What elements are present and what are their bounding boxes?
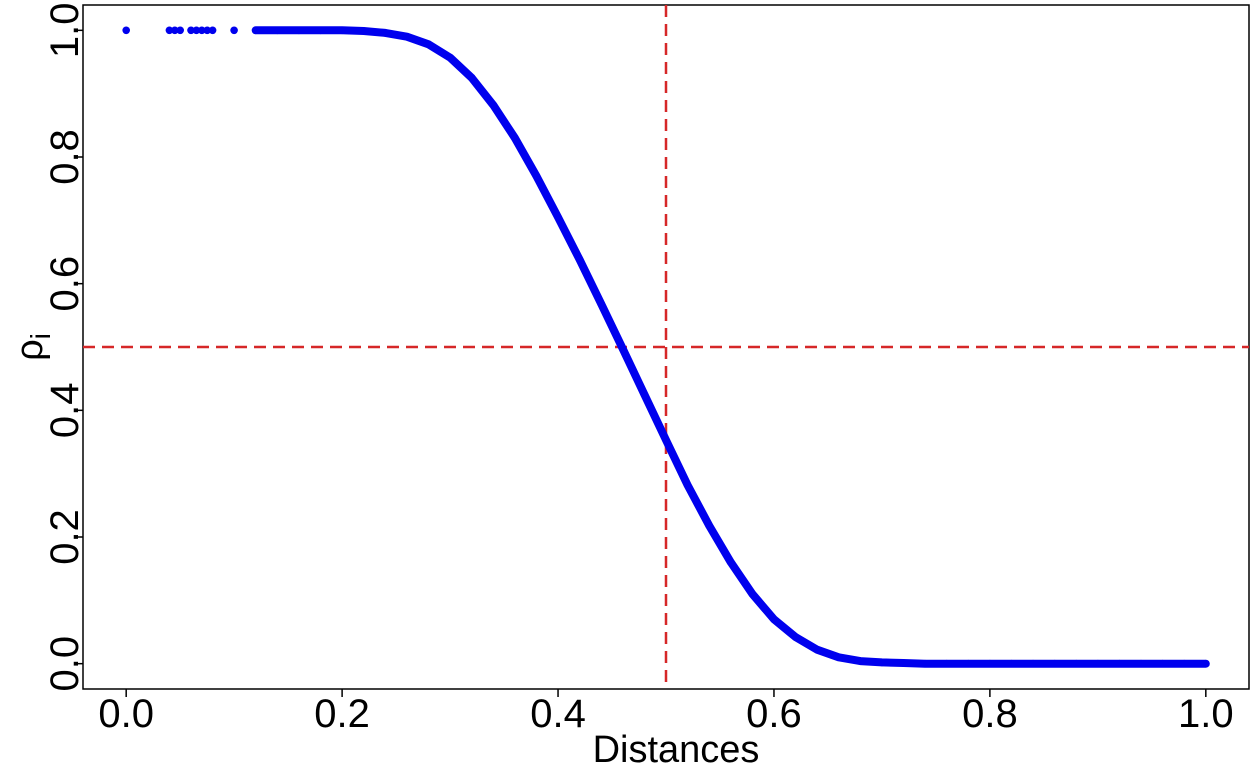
x-tick-label: 0.4 [530,692,586,736]
data-point [921,659,929,668]
y-tick-label: 0.8 [43,129,87,185]
data-point [122,26,130,35]
data-point [171,26,179,35]
data-point [834,653,843,662]
data-point [770,615,778,624]
data-point [683,481,692,489]
data-point [1072,659,1081,668]
y-tick-label: 0.6 [43,256,87,312]
data-point [791,633,800,641]
data-point [295,26,303,35]
data-point [554,213,562,221]
y-axis-title-main: ρ [9,339,51,361]
data-point [986,659,994,668]
data-point [1050,659,1059,668]
data-point [403,32,411,41]
data-point [942,659,951,668]
data-point [899,659,908,667]
data-point [489,101,498,109]
data-point [251,26,260,35]
x-tick-label: 0.8 [962,692,1018,736]
y-tick-label: 0.0 [43,636,87,692]
x-tick-label: 1.0 [1178,692,1234,736]
data-point [192,26,201,35]
data-point [1180,659,1188,668]
data-point [856,657,865,665]
data-point [597,300,605,308]
data-point [424,40,433,49]
y-tick-label: 1.0 [43,2,87,58]
data-point [878,658,886,667]
data-point [1202,659,1210,668]
y-tick-label: 0.2 [43,509,87,565]
data-point [208,26,217,35]
data-point [575,255,584,264]
data-point [705,521,713,530]
x-tick-label: 0.6 [746,692,802,736]
data-point [176,26,184,35]
y-axis-title: ρi [9,333,56,361]
data-point [727,558,735,567]
data-point [1137,659,1145,668]
data-point [1115,659,1124,668]
data-point [203,26,211,35]
x-axis-title: Distances [593,729,760,771]
data-point [446,53,454,62]
data-point [187,26,195,35]
x-tick-label: 0.0 [98,692,154,736]
data-point [198,26,206,35]
data-point [511,134,519,142]
data-point [1007,659,1016,668]
data-point [813,645,821,654]
data-point [359,27,368,35]
data-point [467,74,476,82]
data-point [640,390,649,399]
y-axis-title-sub: i [25,333,56,339]
data-point [338,26,346,35]
data-point [964,659,973,668]
data-point [1158,659,1167,668]
x-tick-label: 0.2 [314,692,370,736]
data-point [1094,659,1102,668]
data-point [165,26,174,35]
data-point [619,345,627,353]
data-point [532,172,541,180]
data-point [662,436,670,444]
data-point [381,29,390,37]
data-point [748,590,757,598]
data-point [230,26,238,35]
data-point [316,26,325,35]
y-tick-label: 0.4 [43,382,87,438]
data-point [1029,659,1037,668]
data-point [273,26,282,35]
